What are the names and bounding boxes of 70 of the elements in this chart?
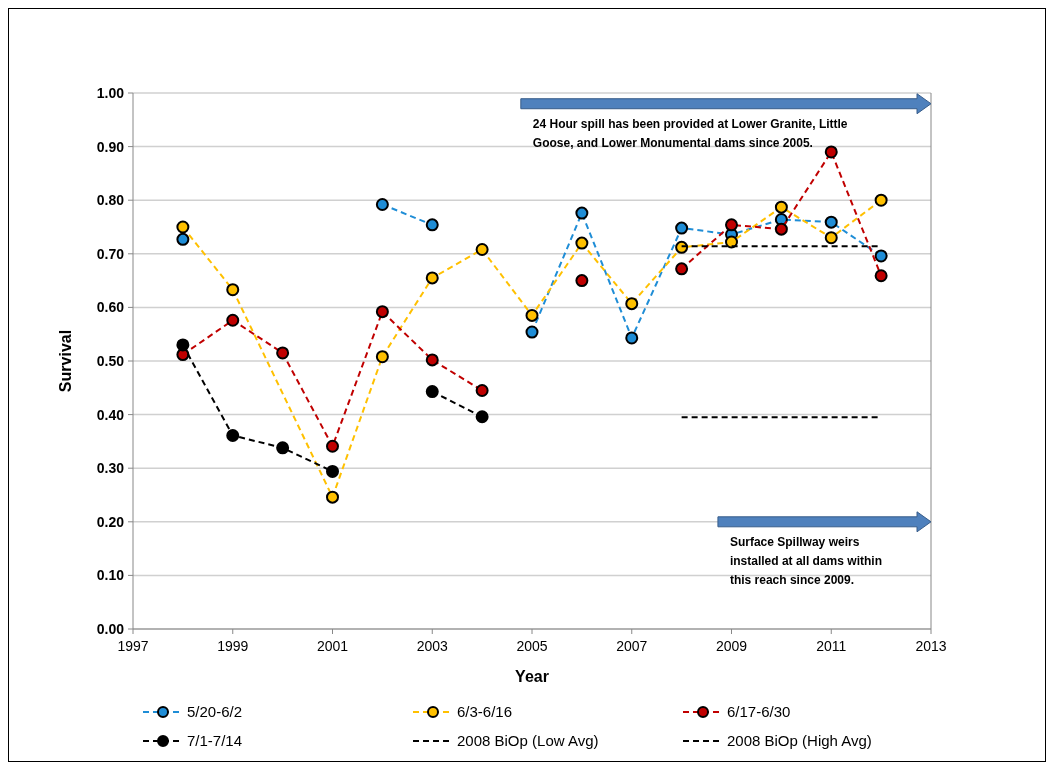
y-tick-label: 1.00 <box>96 84 125 101</box>
point <box>575 236 589 250</box>
point <box>375 305 389 319</box>
point <box>774 222 788 236</box>
point <box>276 346 290 360</box>
point <box>725 218 738 232</box>
y-tick-label: 0.70 <box>96 245 125 262</box>
y-tick-label: 0.80 <box>96 192 125 209</box>
x-tick-label: 2007 <box>616 638 648 654</box>
point <box>226 429 240 442</box>
point <box>326 439 339 453</box>
point <box>475 410 489 424</box>
point <box>226 313 240 327</box>
y-tick-label: 0.10 <box>96 567 125 584</box>
y-tick-label: 0.20 <box>96 513 125 530</box>
point <box>475 383 489 397</box>
point <box>326 464 339 478</box>
x-tick-label: 2011 <box>816 638 847 654</box>
point <box>675 262 689 276</box>
point <box>425 271 439 285</box>
x-tick-label: 2009 <box>715 638 748 654</box>
point <box>176 338 190 352</box>
point <box>675 221 689 235</box>
point <box>375 350 389 364</box>
point <box>425 353 439 367</box>
point <box>176 232 190 246</box>
point <box>575 274 589 288</box>
point <box>326 490 339 504</box>
y-tick-label: 0.50 <box>96 352 125 369</box>
point <box>774 200 788 214</box>
point <box>874 193 888 207</box>
annotation: 24 Hour spill has been provided at Lower Granite, Little Goose, and Lower Monumental dams since 2005. <box>532 116 848 150</box>
point <box>625 331 639 345</box>
point <box>625 297 639 311</box>
point <box>475 243 489 257</box>
point <box>575 206 589 220</box>
x-tick-label: 1999 <box>217 638 249 654</box>
point <box>425 385 439 399</box>
legend-label: 7/1-7/14 <box>187 732 243 750</box>
point <box>725 235 738 249</box>
point <box>276 441 290 455</box>
x-tick-label: 2013 <box>915 638 947 654</box>
point <box>824 145 838 159</box>
y-tick-label: 0.60 <box>96 299 125 316</box>
legend-label: 5/20-6/2 <box>187 703 243 721</box>
y-tick-label: 0.40 <box>96 406 125 423</box>
point <box>425 218 439 232</box>
x-tick-label: 1997 <box>117 638 149 654</box>
point <box>525 308 539 322</box>
x-tick-label: 2005 <box>516 638 548 654</box>
y-axis-title: Survival <box>57 329 74 393</box>
y-tick-label: 0.90 <box>96 138 125 155</box>
point <box>824 231 838 245</box>
point <box>824 215 838 229</box>
point <box>874 269 888 283</box>
y-tick-label: 0.00 <box>96 620 125 637</box>
legend-label: 6/17-6/30 <box>727 703 791 721</box>
legend-label: 2008 BiOp (High Avg) <box>727 732 872 750</box>
point <box>226 283 240 297</box>
x-tick-label: 2001 <box>316 638 349 654</box>
annotation: Surface Spillway weirs installed at all dams within this reach since 2009. <box>729 534 882 587</box>
point <box>525 325 539 339</box>
point <box>874 249 888 263</box>
point <box>176 220 190 234</box>
legend-label: 6/3-6/16 <box>457 703 513 721</box>
x-axis-title: Year <box>515 668 549 685</box>
legend-label: 2008 BiOp (Low Avg) <box>457 732 599 750</box>
y-tick-label: 0.30 <box>96 460 125 477</box>
x-tick-label: 2003 <box>416 638 449 654</box>
point <box>375 197 389 211</box>
